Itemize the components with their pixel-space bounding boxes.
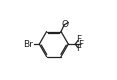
Text: F: F — [76, 44, 81, 53]
Text: F: F — [76, 35, 81, 44]
Text: O: O — [61, 20, 68, 29]
Text: Br: Br — [24, 40, 33, 49]
Text: F: F — [79, 40, 84, 49]
